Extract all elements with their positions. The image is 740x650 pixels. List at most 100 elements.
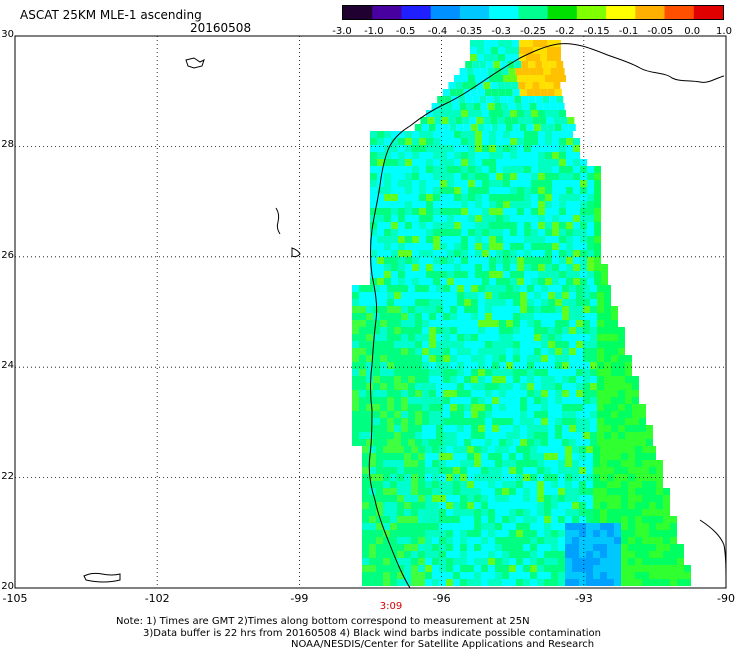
swath-cell [600,453,607,460]
swath-cell [565,551,572,558]
swath-cell [646,432,653,439]
swath-cell [391,229,398,236]
swath-cell [642,565,649,572]
swath-cell [505,47,512,54]
swath-cell [552,187,559,194]
swath-cell [376,453,383,460]
swath-cell [457,292,464,299]
swath-cell [569,397,576,404]
swath-cell [513,327,520,334]
swath-cell [614,460,621,467]
swath-cell [489,215,496,222]
swath-cell [586,537,593,544]
swath-cell [425,523,432,530]
swath-cell [537,551,544,558]
swath-cell [604,418,611,425]
swath-cell [489,194,496,201]
swath-cell [366,320,373,327]
swath-cell [496,131,503,138]
swath-cell [604,411,611,418]
swath-cell [593,572,600,579]
swath-cell [415,327,422,334]
swath-cell [524,229,531,236]
swath-cell [600,530,607,537]
swath-cell [510,278,517,285]
swath-cell [513,320,520,327]
swath-cell [572,467,579,474]
swath-cell [517,194,524,201]
swath-cell [454,166,461,173]
swath-cell [551,509,558,516]
swath-cell [545,201,552,208]
swath-cell [404,446,411,453]
swath-cell [499,327,506,334]
swath-cell [398,131,405,138]
swath-cell [642,509,649,516]
swath-cell [632,425,639,432]
swath-cell [454,194,461,201]
swath-cell [408,299,415,306]
swath-cell [540,89,548,96]
swath-cell [517,166,524,173]
swath-cell [569,432,576,439]
swath-cell [387,390,394,397]
swath-cell [621,481,628,488]
swath-cell [554,89,562,96]
swath-cell [555,306,562,313]
swath-cell [572,453,579,460]
swath-cell [562,362,569,369]
swath-cell [670,579,677,586]
swath-cell [447,187,454,194]
swath-cell [520,397,527,404]
swath-cell [545,257,552,264]
swath-cell [540,54,547,61]
swath-cell [481,460,488,467]
swath-cell [362,572,369,579]
swath-cell [419,159,426,166]
swath-cell [516,446,523,453]
swath-cell [614,502,621,509]
swath-cell [383,488,390,495]
swath-cell [513,439,520,446]
swath-cell [488,509,495,516]
swath-cell [464,376,471,383]
swath-cell [527,411,534,418]
swath-cell [391,271,398,278]
swath-cell [572,460,579,467]
swath-cell [534,348,541,355]
swath-cell [487,68,495,75]
swath-cell [531,145,538,152]
swath-cell [513,411,520,418]
swath-cell [359,362,366,369]
swath-cell [566,208,573,215]
swath-cell [440,278,447,285]
swath-cell [573,208,580,215]
swath-cell [604,285,611,292]
swath-cell [558,551,565,558]
swath-cell [498,54,505,61]
swath-cell [453,558,460,565]
swath-cell [436,341,443,348]
swath-cell [408,313,415,320]
swath-cell [449,89,457,96]
swath-cell [359,292,366,299]
swath-cell [443,313,450,320]
swath-cell [390,558,397,565]
swath-cell [370,180,377,187]
swath-cell [373,383,380,390]
swath-cell [520,320,527,327]
swath-cell [411,572,418,579]
swath-cell [527,285,534,292]
swath-cell [467,530,474,537]
swath-cell [583,334,590,341]
swath-cell [576,411,583,418]
swath-cell [482,173,489,180]
swath-cell [450,432,457,439]
swath-cell [590,285,597,292]
swath-cell [535,61,543,68]
swath-cell [607,558,614,565]
swath-cell [432,453,439,460]
swath-cell [618,404,625,411]
swath-cell [526,47,533,54]
swath-cell [419,173,426,180]
